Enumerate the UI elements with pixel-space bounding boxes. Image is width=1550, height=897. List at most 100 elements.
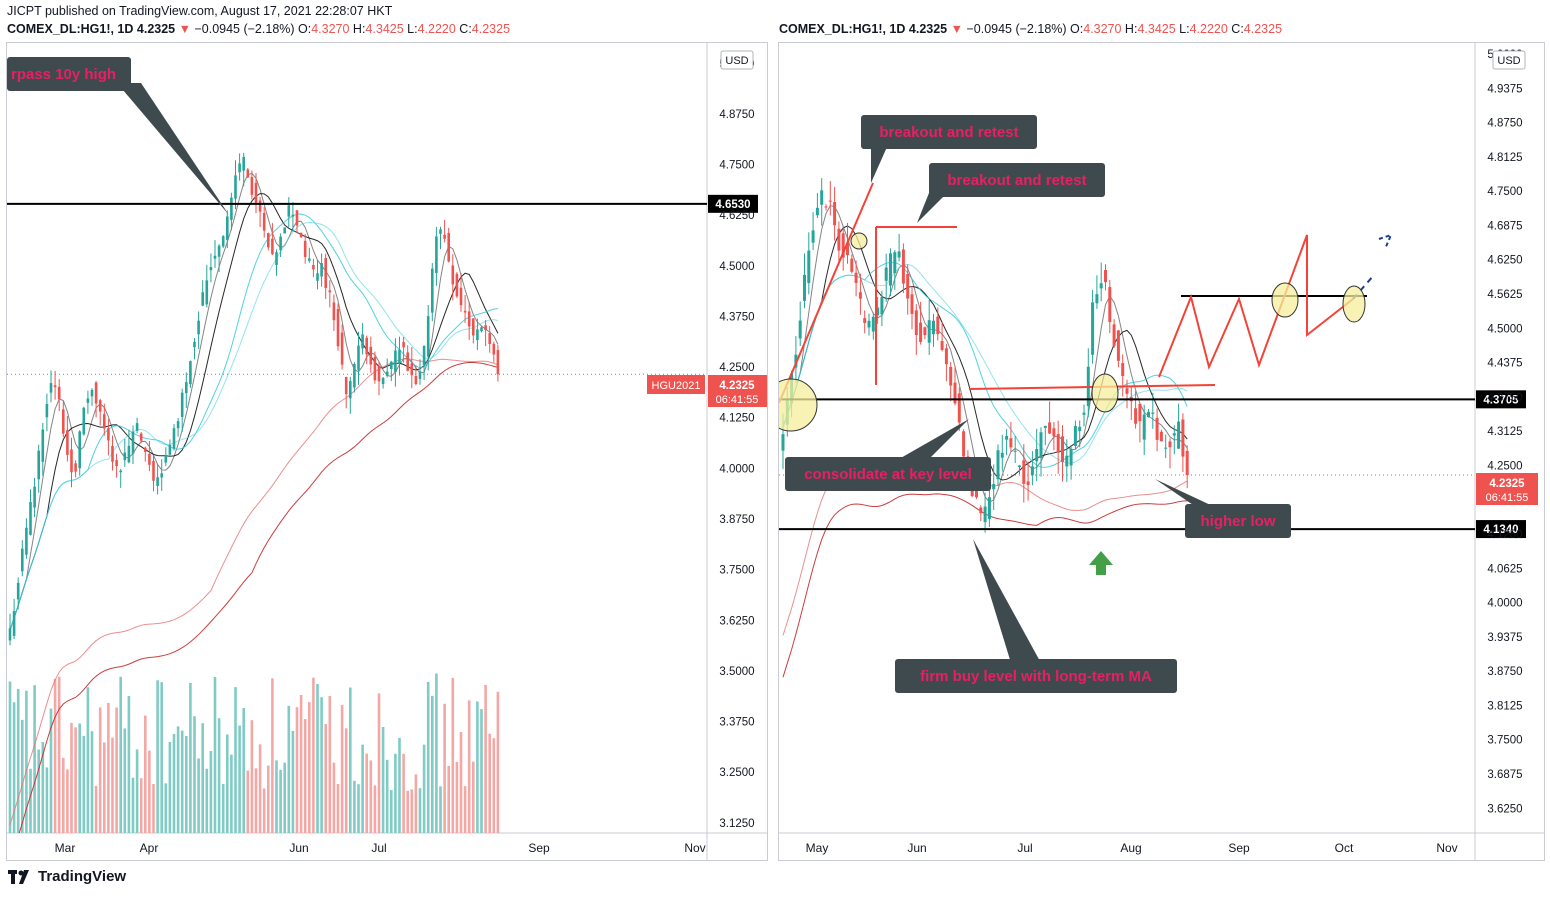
candle-body (884, 267, 888, 281)
candle-body (217, 245, 221, 257)
candle-body (369, 346, 373, 365)
candle-body (932, 320, 935, 335)
moving-average-line (9, 193, 499, 631)
candle-body (1181, 419, 1185, 457)
volume-bar (90, 731, 94, 833)
candle-body (86, 398, 90, 403)
candle-body (1164, 447, 1168, 449)
right-callout-box[interactable] (895, 659, 1177, 693)
x-tick-label: Jun (907, 841, 926, 855)
candle-body (1185, 450, 1189, 476)
candle-body (426, 316, 430, 357)
level-price-text: 4.6530 (715, 199, 750, 211)
candle-body (983, 506, 987, 523)
volume-bar (287, 705, 291, 833)
right-currency-badge[interactable] (1492, 50, 1526, 70)
candle-body (1073, 426, 1077, 446)
volume-bar (139, 778, 143, 833)
candle-body (312, 264, 315, 270)
candle-body (1155, 417, 1159, 440)
right-callout-box[interactable] (785, 457, 991, 491)
volume-bar (312, 677, 315, 833)
candle-body (226, 216, 229, 240)
candle-body (1022, 460, 1026, 484)
left-symbol-tag-text: HGU2021 (652, 380, 701, 392)
level-price-text: 4.1340 (1483, 524, 1518, 536)
volume-bar (377, 693, 381, 833)
volume-bar (82, 735, 86, 833)
volume-bar (426, 681, 430, 833)
left-currency-badge[interactable] (720, 50, 754, 70)
volume-bar (135, 749, 139, 833)
y-tick-label: 3.8750 (719, 514, 754, 526)
candle-body (484, 325, 487, 331)
candle-body (803, 274, 806, 301)
candle-body (1142, 414, 1146, 440)
volume-bar (254, 768, 258, 833)
candle-body (78, 431, 81, 469)
left-chart-svg[interactable]: 4.6530 5.00004.87504.75004.62504.50004.3… (7, 43, 767, 860)
left-chart-panel[interactable]: 4.6530 5.00004.87504.75004.62504.50004.3… (6, 42, 768, 861)
candle-body (1134, 408, 1138, 424)
candle-body (377, 365, 381, 382)
volume-bar (103, 742, 106, 833)
left-symbol: COMEX_DL:HG1!, 1D (7, 22, 134, 36)
left-callout-box[interactable] (7, 57, 131, 91)
y-tick-label: 4.8750 (1487, 118, 1522, 130)
footer-brand[interactable]: TradingView (8, 868, 126, 885)
right-down-arrow-icon: ▼ (950, 22, 963, 36)
candle-body (893, 252, 897, 274)
candle-body (250, 176, 254, 195)
candle-body (1082, 412, 1086, 415)
y-tick-label: 4.1250 (1487, 529, 1522, 541)
volume-bar (53, 678, 57, 833)
volume-bar (418, 788, 422, 833)
left-open: 4.3270 (311, 22, 350, 36)
candle-body (189, 361, 192, 385)
candle-body (242, 156, 245, 171)
y-tick-label: 4.2500 (719, 362, 754, 374)
candle-body (435, 236, 438, 273)
candle-body (414, 376, 418, 384)
volume-bar (189, 682, 192, 833)
volume-bar (12, 702, 16, 833)
candle-body (1061, 436, 1064, 462)
left-price-tag-text: 4.2325 (719, 380, 755, 392)
volume-bar (205, 768, 209, 833)
volume-bar (492, 738, 496, 833)
candle-body (221, 236, 225, 247)
candle-body (103, 414, 106, 429)
level-price-text: 4.3705 (1483, 394, 1519, 406)
candle-body (410, 363, 414, 376)
candle-body (1039, 432, 1043, 458)
right-callout-box[interactable] (861, 115, 1037, 149)
candle-body (807, 250, 811, 284)
y-tick-label: 4.6250 (719, 210, 754, 222)
volume-bar (459, 731, 463, 833)
volume-bar (361, 744, 364, 833)
candle-body (476, 329, 479, 341)
candle-body (422, 345, 426, 365)
candle-body (1026, 481, 1030, 486)
moving-average-line (9, 358, 499, 826)
volume-bar (439, 786, 442, 833)
x-tick-label: Aug (1120, 841, 1141, 855)
candle-body (148, 453, 151, 465)
candle-body (332, 302, 336, 321)
candle-body (275, 252, 278, 265)
right-high: 4.3425 (1137, 22, 1176, 36)
right-low: 4.2220 (1189, 22, 1228, 36)
volume-bar (496, 691, 500, 833)
candle-body (1099, 283, 1103, 289)
volume-bar (8, 681, 12, 833)
candle-body (267, 233, 270, 248)
candle-body (340, 332, 344, 365)
volume-bar (21, 719, 24, 833)
volume-bar (410, 789, 414, 833)
volume-bar (455, 761, 459, 833)
right-callout-box[interactable] (1185, 504, 1291, 538)
right-callout-box[interactable] (929, 163, 1105, 197)
candle-body (820, 190, 824, 205)
